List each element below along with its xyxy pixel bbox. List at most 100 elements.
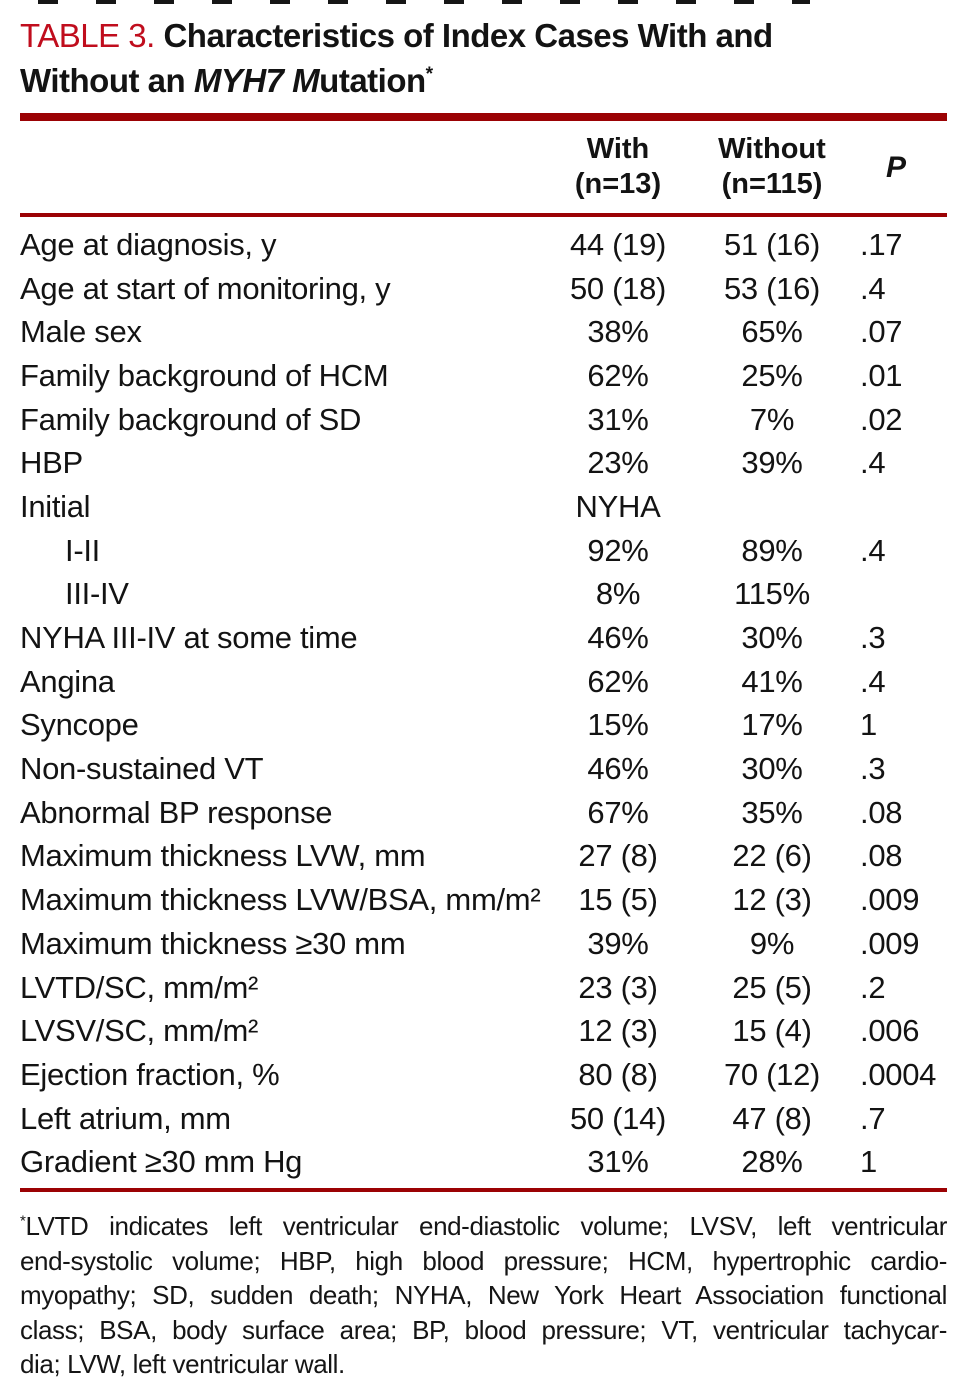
table-row: Age at start of monitoring, y 50 (18) 53 (…	[20, 267, 947, 311]
value-without: 7%	[749, 401, 795, 437]
footnote-marker: *	[20, 1212, 26, 1230]
row-label: HBP	[20, 445, 83, 481]
value-p: .07	[860, 314, 903, 350]
row-label: Maximum thickness LVW, mm	[20, 838, 426, 874]
header-with: With (n=13)	[574, 133, 662, 200]
row-label: LVTD/SC, mm/m²	[20, 969, 259, 1005]
table-row: Male sex 38% 65% .07	[20, 310, 947, 354]
table-row: Gradient ≥30 mm Hg 31% 28% 1	[20, 1140, 947, 1184]
table-number: TABLE 3.	[20, 17, 155, 54]
value-with: 92%	[587, 532, 649, 568]
row-label: Maximum thickness LVW/BSA, mm/m²	[20, 882, 541, 918]
value-with: 12 (3)	[578, 1013, 658, 1049]
table-row: Syncope 15% 17% 1	[20, 704, 947, 748]
row-label: Family background of HCM	[20, 357, 389, 393]
value-p: .01	[860, 357, 903, 393]
row-label: III-IV	[65, 576, 129, 612]
value-with: 31%	[587, 401, 649, 437]
value-without: 25%	[741, 357, 803, 393]
footnote-line: dia; LVW, left ventricular wall.	[20, 1349, 345, 1380]
row-label: Family background of SD	[20, 401, 362, 437]
row-label: Left atrium, mm	[20, 1100, 231, 1136]
header-p: P	[886, 150, 907, 184]
value-without: 25 (5)	[732, 969, 812, 1005]
value-with: NYHA	[575, 488, 661, 524]
row-label: I-II	[65, 532, 100, 568]
footnote-line: myopathy; SD, sudden death; NYHA, New Yo…	[20, 1280, 947, 1311]
row-label: Ejection fraction, %	[20, 1056, 280, 1092]
value-without: 51 (16)	[723, 226, 821, 262]
value-with: 46%	[587, 751, 649, 787]
header-without: Without (n=115)	[718, 133, 826, 200]
table-row: Family background of SD 31% 7% .02	[20, 398, 947, 442]
value-with: 38%	[587, 314, 649, 350]
value-with: 50 (14)	[569, 1100, 667, 1136]
row-label: Angina	[20, 663, 115, 699]
value-without: 22 (6)	[732, 838, 812, 874]
row-label: Initial	[20, 488, 91, 524]
value-p: .009	[860, 925, 920, 961]
footnote-line: class; BSA, body surface area; BP, blood…	[20, 1314, 947, 1345]
value-p: .4	[860, 270, 886, 306]
value-without: 28%	[741, 1144, 803, 1180]
footnote-line: end-systolic volume; HBP, high blood pre…	[20, 1245, 947, 1276]
value-p: .02	[860, 401, 903, 437]
value-p: .3	[860, 751, 886, 787]
value-without: 70 (12)	[723, 1056, 821, 1092]
value-without: 17%	[741, 707, 803, 743]
table-row: Age at diagnosis, y 44 (19) 51 (16) .17	[20, 223, 947, 267]
value-p: .4	[860, 663, 886, 699]
table-row: LVSV/SC, mm/m² 12 (3) 15 (4) .006	[20, 1009, 947, 1053]
value-with: 67%	[587, 794, 649, 830]
table-row: Abnormal BP response 67% 35% .08	[20, 791, 947, 835]
value-without: 30%	[741, 620, 803, 656]
rule-header	[20, 213, 947, 217]
table-row: Left atrium, mm 50 (14) 47 (8) .7	[20, 1097, 947, 1141]
value-without: 53 (16)	[723, 270, 821, 306]
value-with: 39%	[587, 925, 649, 961]
table-row: Maximum thickness LVW, mm 27 (8) 22 (6) .08	[20, 835, 947, 879]
row-label: NYHA III-IV at some time	[20, 620, 358, 656]
table-row: LVTD/SC, mm/m² 23 (3) 25 (5) .2	[20, 966, 947, 1010]
value-with: 15%	[587, 707, 649, 743]
table-body: Age at diagnosis, y 44 (19) 51 (16) .17 Age …	[20, 217, 947, 1188]
value-p: .009	[860, 882, 920, 918]
value-with: 31%	[587, 1144, 649, 1180]
value-p: .4	[860, 532, 886, 568]
table-title-line1: TABLE 3. Characteristics of Index Cases …	[20, 13, 947, 58]
value-without: 47 (8)	[732, 1100, 812, 1136]
value-without: 30%	[741, 751, 803, 787]
row-label: LVSV/SC, mm/m²	[20, 1013, 259, 1049]
value-with: 23%	[587, 445, 649, 481]
table-row: Maximum thickness ≥30 mm 39% 9% .009	[20, 922, 947, 966]
row-label: Age at diagnosis, y	[20, 226, 277, 262]
value-without: 35%	[741, 794, 803, 830]
value-with: 62%	[587, 663, 649, 699]
table-row: I-II 92% 89% .4	[20, 529, 947, 573]
value-p: .17	[860, 226, 903, 262]
footnote-line: *LVTD indicates left ventricular end-dia…	[20, 1211, 947, 1242]
value-p: .2	[860, 969, 886, 1005]
value-p: .08	[860, 838, 903, 874]
value-without: 9%	[749, 925, 795, 961]
table-row: Ejection fraction, % 80 (8) 70 (12) .0004	[20, 1053, 947, 1097]
value-without: 41%	[741, 663, 803, 699]
value-without: 89%	[741, 532, 803, 568]
row-label: Non-sustained VT	[20, 751, 264, 787]
value-with: 27 (8)	[578, 838, 658, 874]
value-with: 62%	[587, 357, 649, 393]
scan-artifact-dashes	[38, 0, 810, 4]
value-with: 80 (8)	[578, 1056, 658, 1092]
table-row: III-IV 8% 115%	[20, 573, 947, 617]
table-title-text: Characteristics of Index Cases With and	[163, 17, 773, 54]
table-footnote: *LVTD indicates left ventricular end-dia…	[20, 1209, 947, 1382]
value-p: .4	[860, 445, 886, 481]
row-label: Male sex	[20, 314, 142, 350]
value-p: 1	[860, 707, 877, 743]
value-p: .7	[860, 1100, 886, 1136]
row-label: Abnormal BP response	[20, 794, 333, 830]
value-without: 115%	[734, 576, 810, 612]
value-without: 39%	[741, 445, 803, 481]
rule-top	[20, 113, 947, 121]
